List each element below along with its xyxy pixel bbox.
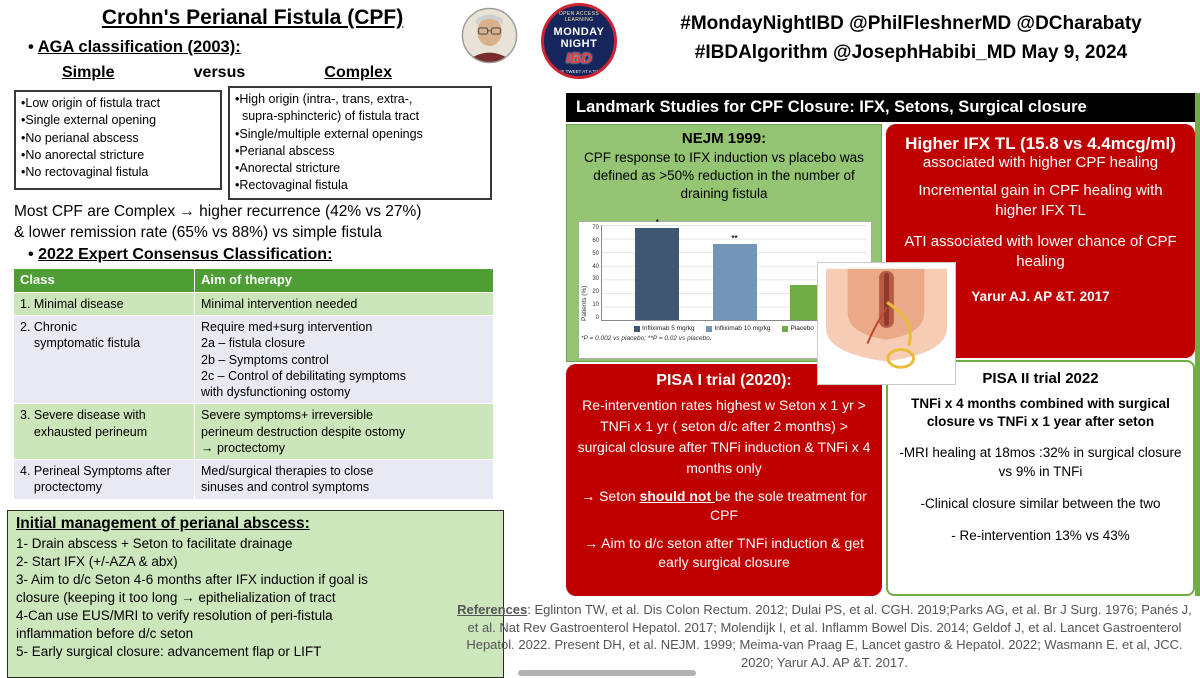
table-cell-class-2: 2. Chronic symptomatic fistula [14,316,195,404]
pisa1-heading: PISA I trial (2020): [656,372,792,389]
logo-tagline: ONE TWEET AT A TIME [554,69,604,74]
cpf-summary: Most CPF are Complex → higher recurrence… [14,202,514,244]
simple-label: Simple [62,64,115,81]
ifx-tl-line3: Incremental gain in CPF healing with hig… [918,182,1163,219]
avatar [461,7,518,64]
nejm-chart-legend: Infliximab 5 mg/kg Infliximab 10 mg/kg Pla… [581,325,867,332]
consensus-heading-text: 2022 Expert Consensus Classification: [38,246,333,263]
ifx-tl-line4: ATI associated with lower chance of CPF … [904,233,1177,270]
table-row: 1. Minimal disease Minimal intervention … [14,292,493,317]
table-header-row: Class Aim of therapy [14,269,493,293]
nejm-chart-yaxis: 70 60 50 40 30 20 10 0 [592,225,599,321]
consensus-table: Class Aim of therapy 1. Minimal disease … [14,269,493,500]
monday-night-ibd-logo: OPEN ACCESS LEARNING MONDAY NIGHT IBD ON… [541,3,617,79]
logo-arc-text: OPEN ACCESS LEARNING [558,11,600,23]
pisa1-arrow2: → Aim to d/c seton after TNFi induction … [584,534,864,570]
logo-word-night: NIGHT [560,38,598,50]
ifx-trough-level-box: Higher IFX TL (15.8 vs 4.4mcg/ml) associ… [886,124,1195,358]
page-title: Crohn's Perianal Fistula (CPF) [101,6,404,29]
table-row: 2. Chronic symptomatic fistula Require m… [14,316,493,405]
fistula-illustration [817,262,956,385]
table-cell-class-1: 1. Minimal disease [14,292,195,316]
table-cell-aim-2: Require med+surg intervention 2a – fistu… [201,320,406,400]
ifx-tl-line1: Higher IFX TL (15.8 vs 4.4mcg/ml) [905,134,1176,153]
horizontal-scrollbar[interactable] [518,670,696,676]
complex-criteria-box: •High origin (intra-, trans, extra-, sup… [228,86,492,200]
fistula-anatomy-drawing [818,263,955,384]
initial-management-steps: 1- Drain abscess + Seton to facilitate d… [16,536,368,659]
cpf-summary-line2: & lower remission rate (65% vs 88%) vs s… [14,223,382,241]
ifx-tl-citation: Yarur AJ. AP &T. 2017 [971,289,1110,304]
column-header-aim: Aim of therapy [201,272,293,287]
references: References: Eglinton TW, et al. Dis Colo… [452,601,1197,672]
green-edge-strip [1195,93,1200,596]
aga-classification-heading: • AGA classification (2003): [28,38,241,57]
table-cell-class-3: 3. Severe disease with exhausted perineu… [14,404,195,460]
logo-word-ibd: IBD [566,50,592,67]
logo-word-monday: MONDAY [553,26,605,38]
simple-vs-complex-row: Simple versus Complex [62,64,392,82]
complex-label: Complex [324,64,392,81]
simple-criteria-box: •Low origin of fistula tract •Single ext… [14,90,222,190]
table-cell-aim-3: Severe symptoms+ irreversible perineum d… [201,408,406,455]
bullet: • [28,246,34,263]
social-handles: #MondayNightIBD @PhilFleshnerMD @DCharab… [628,9,1194,68]
pisa2-point2: -Clinical closure similar between the tw… [920,496,1161,512]
landmark-banner: Landmark Studies for CPF Closure: IFX, S… [566,93,1195,122]
references-body: : Eglinton TW, et al. Dis Colon Rectum. … [466,602,1192,671]
initial-management-panel: Initial management of perianal abscess: … [7,510,504,678]
table-cell-class-4: 4. Perineal Symptoms after proctectomy [14,460,195,499]
aga-heading-text: AGA classification (2003): [37,38,241,56]
table-cell-aim-4: Med/surgical therapies to close sinuses … [201,464,374,495]
pisa2-subheading: TNFi x 4 months combined with surgical c… [911,396,1170,430]
pisa1-should-not: should not [639,488,716,504]
pisa2-point3: - Re-intervention 13% vs 43% [951,528,1130,544]
ifx-tl-line2: associated with higher CPF healing [922,154,1159,171]
chart-footnote: *P = 0.002 vs placebo; **P = 0.02 vs pla… [581,335,712,342]
references-label: References [457,602,528,617]
nejm-body: CPF response to IFX induction vs placebo… [584,150,864,202]
nejm-heading: NEJM 1999: [681,130,767,147]
social-line-1: #MondayNightIBD @PhilFleshnerMD @DCharab… [680,13,1142,34]
cpf-summary-line1: Most CPF are Complex → higher recurrence… [14,203,422,220]
column-header-class: Class [14,269,195,292]
table-row: 4. Perineal Symptoms after proctectomy M… [14,460,493,500]
table-row: 3. Severe disease with exhausted perineu… [14,404,493,461]
pisa1-body: Re-intervention rates highest w Seton x … [577,397,871,476]
pisa2-point1: -MRI healing at 18mos :32% in surgical c… [899,445,1182,480]
initial-management-heading: Initial management of perianal abscess: [16,515,310,532]
social-line-2: #IBDAlgorithm @JosephHabibi_MD May 9, 20… [694,42,1128,64]
pisa1-arrow1: → Seton should not be the sole treatment… [581,488,867,523]
pisa-1-trial-box: PISA I trial (2020): Re-intervention rat… [566,364,882,596]
chart-y-axis-label: Patients (%) [581,285,588,321]
avatar-photo [461,7,518,64]
pisa-2-trial-box: PISA II trial 2022 TNFi x 4 months combi… [886,360,1195,596]
pisa2-heading: PISA II trial 2022 [982,370,1099,387]
bullet: • [28,38,34,56]
consensus-heading: • 2022 Expert Consensus Classification: [28,246,332,264]
table-cell-aim-1: Minimal intervention needed [201,296,358,311]
versus-label: versus [193,64,246,81]
